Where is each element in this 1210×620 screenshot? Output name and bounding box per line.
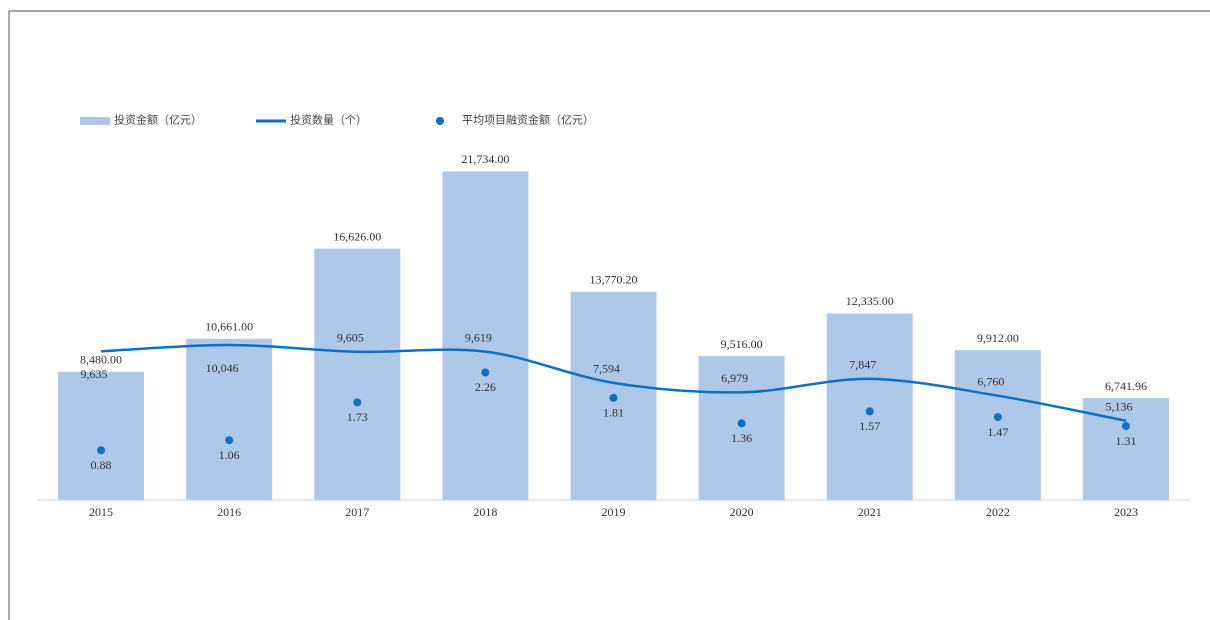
point bbox=[1121, 422, 1130, 431]
line-label: 9,635 bbox=[81, 367, 108, 381]
line-label: 9,619 bbox=[465, 330, 492, 344]
legend: 投资金额（亿元） 投资数量（个） 平均项目融资金额（亿元） bbox=[80, 113, 594, 127]
legend-label: 平均项目融资金额（亿元） bbox=[462, 113, 594, 127]
x-tick-label: 2015 bbox=[89, 505, 113, 519]
x-tick-label: 2023 bbox=[1114, 505, 1138, 519]
line-label: 9,605 bbox=[337, 331, 364, 345]
point bbox=[993, 413, 1002, 422]
point bbox=[353, 398, 362, 407]
line-label: 5,136 bbox=[1105, 400, 1132, 414]
point bbox=[97, 446, 106, 455]
bar bbox=[954, 350, 1041, 500]
point bbox=[481, 368, 490, 377]
x-tick-label: 2016 bbox=[217, 505, 241, 519]
line-label: 10,046 bbox=[206, 361, 239, 375]
bar-label: 10,661.00 bbox=[205, 320, 253, 334]
bar bbox=[698, 356, 785, 500]
bar-label: 16,626.00 bbox=[333, 229, 381, 243]
x-tick-label: 2020 bbox=[730, 505, 754, 519]
line-label: 6,760 bbox=[977, 374, 1004, 388]
point-label: 1.47 bbox=[987, 425, 1008, 439]
line bbox=[100, 343, 1127, 422]
x-tick-label: 2018 bbox=[473, 505, 497, 519]
bar-label: 8,480.00 bbox=[80, 353, 122, 367]
legend-label: 投资数量（个） bbox=[290, 113, 367, 127]
line-label: 7,594 bbox=[593, 362, 620, 376]
bar bbox=[442, 171, 529, 500]
bar bbox=[58, 371, 145, 500]
x-tick-label: 2019 bbox=[602, 505, 626, 519]
line-label: 6,979 bbox=[721, 371, 748, 385]
bar-label: 21,734.00 bbox=[461, 152, 509, 166]
legend-swatch bbox=[80, 117, 110, 125]
point-label: 1.57 bbox=[859, 419, 880, 433]
bar bbox=[186, 338, 273, 500]
bar-label: 9,516.00 bbox=[721, 337, 763, 351]
bar-label: 9,912.00 bbox=[977, 331, 1019, 345]
point-label: 1.36 bbox=[731, 431, 752, 445]
point-label: 1.73 bbox=[347, 410, 368, 424]
legend-swatch bbox=[436, 117, 444, 125]
bar-label: 13,770.20 bbox=[590, 273, 638, 287]
line-label: 7,847 bbox=[849, 358, 876, 372]
bar bbox=[826, 313, 913, 500]
bar-label: 6,741.96 bbox=[1105, 379, 1147, 393]
point bbox=[609, 393, 618, 402]
point-label: 1.31 bbox=[1115, 434, 1136, 448]
point bbox=[225, 436, 234, 445]
x-tick-label: 2022 bbox=[986, 505, 1010, 519]
bar-label: 12,335.00 bbox=[846, 294, 894, 308]
x-tick-label: 2021 bbox=[858, 505, 882, 519]
point bbox=[737, 419, 746, 428]
legend-label: 投资金额（亿元） bbox=[114, 113, 202, 127]
point-label: 1.81 bbox=[603, 406, 624, 420]
point-label: 2.26 bbox=[475, 380, 496, 394]
point-label: 1.06 bbox=[219, 448, 240, 462]
bar bbox=[314, 248, 401, 500]
point bbox=[865, 407, 874, 416]
x-tick-label: 2017 bbox=[345, 505, 369, 519]
point-label: 0.88 bbox=[91, 458, 112, 472]
